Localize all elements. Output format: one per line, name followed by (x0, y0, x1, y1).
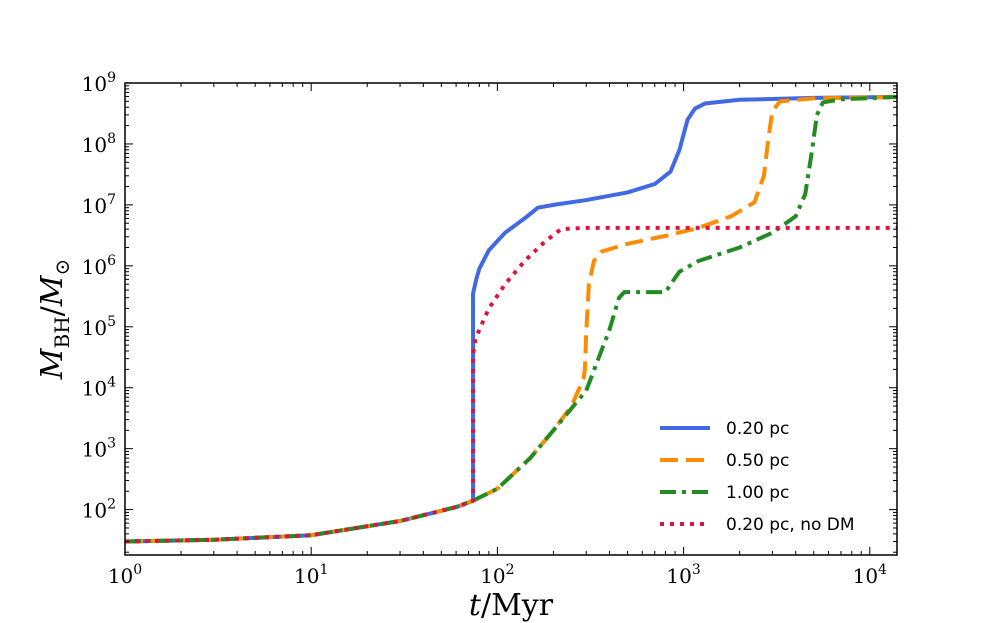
plot-frame (124, 82, 898, 556)
x-axis-title: t/Myr (469, 588, 554, 623)
legend-label-2: 1.00 pc (726, 483, 789, 503)
axis-ticks (124, 82, 897, 555)
x-tick-label: 100 (108, 562, 142, 588)
plot-series (125, 94, 897, 544)
y-tick-label: 107 (82, 192, 116, 218)
series-line-3 (125, 225, 897, 544)
y-tick-label: 105 (82, 314, 116, 340)
x-tick-label: 103 (666, 562, 700, 588)
y-tick-label: 106 (82, 253, 116, 279)
x-tick-label: 102 (480, 562, 514, 588)
legend-label-0: 0.20 pc (726, 419, 789, 439)
y-tick-label: 109 (82, 70, 116, 96)
legend-label-1: 0.50 pc (726, 451, 789, 471)
x-tick-label: 101 (294, 562, 328, 588)
y-tick-label: 104 (82, 375, 116, 401)
y-tick-label: 102 (82, 497, 116, 523)
y-axis-title: MBH/M⊙ (35, 259, 74, 380)
legend-label-3: 0.20 pc, no DM (726, 515, 855, 535)
y-tick-label: 103 (82, 436, 116, 462)
x-tick-label: 104 (853, 562, 887, 588)
series-line-2 (125, 94, 897, 544)
y-tick-label: 108 (82, 131, 116, 157)
tick-labels: 100 101 102 103 104 102 103 104 105 106 107 108 109 (82, 70, 887, 588)
legend: 0.20 pc 0.50 pc 1.00 pc 0.20 pc, no DM (660, 419, 855, 535)
